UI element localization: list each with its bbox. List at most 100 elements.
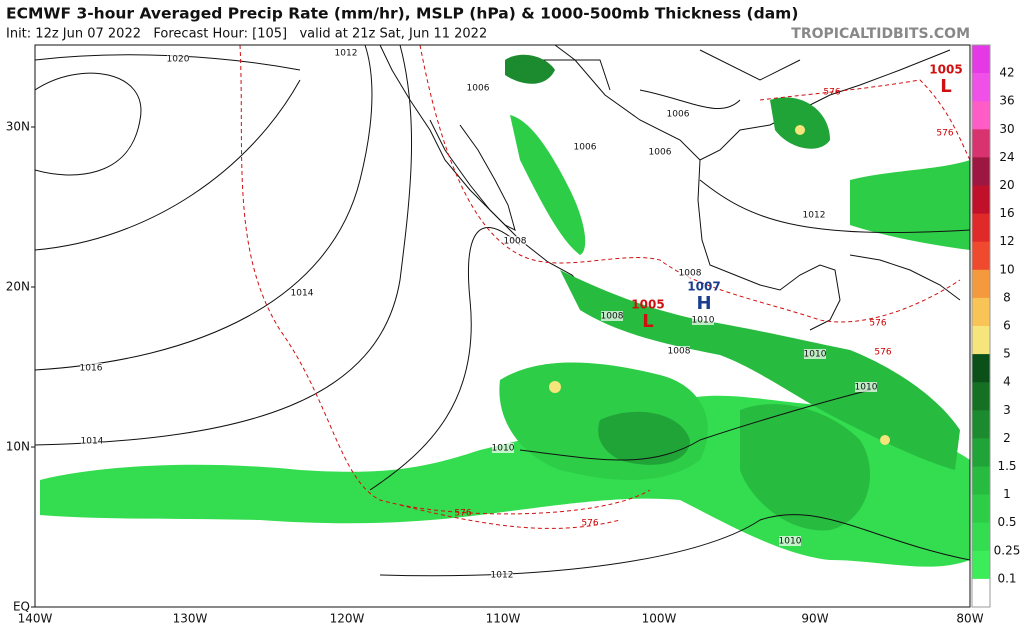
colorbar-swatch bbox=[972, 185, 990, 215]
thickness-line bbox=[759, 79, 970, 161]
colorbar-swatch bbox=[972, 578, 990, 608]
colorbar-label: 5 bbox=[1003, 347, 1011, 361]
title: ECMWF 3-hour Averaged Precip Rate (mm/hr… bbox=[6, 5, 798, 23]
isobar-label-bg bbox=[574, 142, 596, 152]
colorbar-swatch bbox=[972, 213, 990, 243]
isobar bbox=[35, 79, 301, 251]
colorbar-label: 42 bbox=[999, 66, 1014, 80]
isobar-label-bg bbox=[804, 349, 826, 359]
colorbar-swatch bbox=[972, 522, 990, 552]
isobars bbox=[35, 45, 970, 577]
watermark: TROPICALTIDBITS.COM bbox=[791, 26, 970, 42]
colorbar-swatch bbox=[972, 73, 990, 102]
thickness-label: 576 bbox=[581, 519, 598, 529]
isobar-label: 1016 bbox=[80, 364, 103, 374]
colorbar-swatch bbox=[972, 157, 990, 186]
isobar-label-bg bbox=[81, 436, 103, 446]
colorbar-label: 36 bbox=[999, 94, 1014, 108]
isobar-label-bg bbox=[504, 236, 526, 246]
colorbar-swatch bbox=[972, 101, 990, 130]
colorbar-label: 1 bbox=[1003, 487, 1011, 501]
isobar-label-bg bbox=[668, 346, 690, 356]
longitude-label: 80W bbox=[956, 612, 983, 626]
colorbar-swatch bbox=[972, 326, 990, 355]
colorbar-label: 8 bbox=[1003, 290, 1011, 304]
precip-area bbox=[740, 404, 870, 531]
isobar-label: 1008 bbox=[504, 237, 527, 247]
isobar-label-bg bbox=[167, 54, 189, 64]
isobar-label: 1012 bbox=[803, 211, 826, 221]
colorbar-swatch bbox=[972, 354, 990, 383]
precip-peak bbox=[880, 435, 890, 445]
colorbar-swatch bbox=[972, 241, 990, 271]
isobar-label: 1006 bbox=[574, 143, 597, 153]
colorbar-swatch bbox=[972, 494, 990, 524]
colorbar-swatch bbox=[972, 269, 990, 299]
isobar-label-bg bbox=[692, 315, 714, 325]
precip-peak bbox=[549, 381, 561, 393]
precip-north bbox=[505, 54, 555, 84]
longitude-label: 130W bbox=[173, 612, 208, 626]
colorbar-label: 4 bbox=[1003, 375, 1011, 389]
isobar-label: 1010 bbox=[779, 537, 802, 547]
map: 1020 1012 1006 1006 1006 1006 1008 1014 1016 1014… bbox=[35, 45, 970, 607]
isobar-label: 1014 bbox=[81, 437, 104, 447]
pressure-center-letter: H bbox=[696, 293, 711, 314]
borders bbox=[540, 49, 801, 91]
isobar-label-bg bbox=[601, 311, 623, 321]
thickness-label: 576 bbox=[454, 509, 471, 519]
isobar-label: 1006 bbox=[467, 84, 490, 94]
map-frame bbox=[34, 44, 971, 608]
isobar-label: 1008 bbox=[668, 347, 691, 357]
isobar bbox=[519, 389, 871, 461]
isobar-label-bg bbox=[855, 382, 877, 392]
isobar-label-bg bbox=[491, 570, 513, 580]
isobar-label: 1010 bbox=[692, 316, 715, 326]
colorbar-label: 0.5 bbox=[997, 515, 1016, 529]
isobar-label: 1012 bbox=[491, 571, 514, 581]
latitude-label: 30N bbox=[6, 120, 30, 134]
colorbar-label: 24 bbox=[999, 150, 1014, 164]
precip-band bbox=[40, 395, 970, 567]
colorbar-swatch bbox=[972, 129, 990, 158]
isobar bbox=[369, 227, 521, 491]
isobar-label-bg bbox=[467, 83, 489, 93]
caribbean-islands bbox=[849, 254, 961, 301]
colorbar-label: 6 bbox=[1003, 319, 1011, 333]
precip-sierra bbox=[510, 115, 586, 255]
precip-atlantic bbox=[850, 160, 970, 250]
isobar-label-bg bbox=[779, 536, 801, 546]
isobar-label-bg bbox=[492, 443, 514, 453]
isobar bbox=[699, 179, 970, 234]
map-labels: 1020 1012 1006 1006 1006 1006 1008 1014 1016 1014… bbox=[80, 48, 963, 581]
thickness-label: 576 bbox=[823, 88, 840, 98]
colorbar-swatch bbox=[972, 438, 990, 467]
colorbar-swatch bbox=[972, 297, 990, 327]
latitude-label: EQ bbox=[13, 600, 30, 614]
colorbar-frame bbox=[971, 44, 991, 608]
longitude-label: 110W bbox=[486, 612, 521, 626]
colorbar-swatch bbox=[972, 550, 990, 580]
thickness-line bbox=[399, 504, 621, 529]
precipitation bbox=[40, 54, 970, 567]
colorbar-label: 1.5 bbox=[997, 459, 1016, 473]
isobar-label-bg bbox=[335, 48, 357, 58]
isobar-label-bg bbox=[80, 363, 102, 373]
colorbar-swatch bbox=[972, 410, 990, 439]
longitude-label: 90W bbox=[801, 612, 828, 626]
thickness-line bbox=[419, 45, 961, 323]
isobar-label: 1020 bbox=[167, 55, 190, 65]
thickness-line bbox=[239, 45, 651, 515]
colorbar-label: 0.25 bbox=[994, 543, 1021, 557]
subtitle: Init: 12z Jun 07 2022 Forecast Hour: [10… bbox=[6, 27, 487, 42]
colorbar-label: 10 bbox=[999, 262, 1014, 276]
thickness-label: 576 bbox=[874, 348, 891, 358]
isobar-label: 1012 bbox=[335, 49, 358, 59]
colorbar-label: 30 bbox=[999, 122, 1014, 136]
gulf-coast-west bbox=[697, 159, 841, 331]
pressure-center-value: 1007 bbox=[687, 280, 720, 294]
thickness-label: 576 bbox=[869, 319, 886, 329]
colorbar-label: 3 bbox=[1003, 403, 1011, 417]
thickness-lines bbox=[239, 45, 970, 529]
